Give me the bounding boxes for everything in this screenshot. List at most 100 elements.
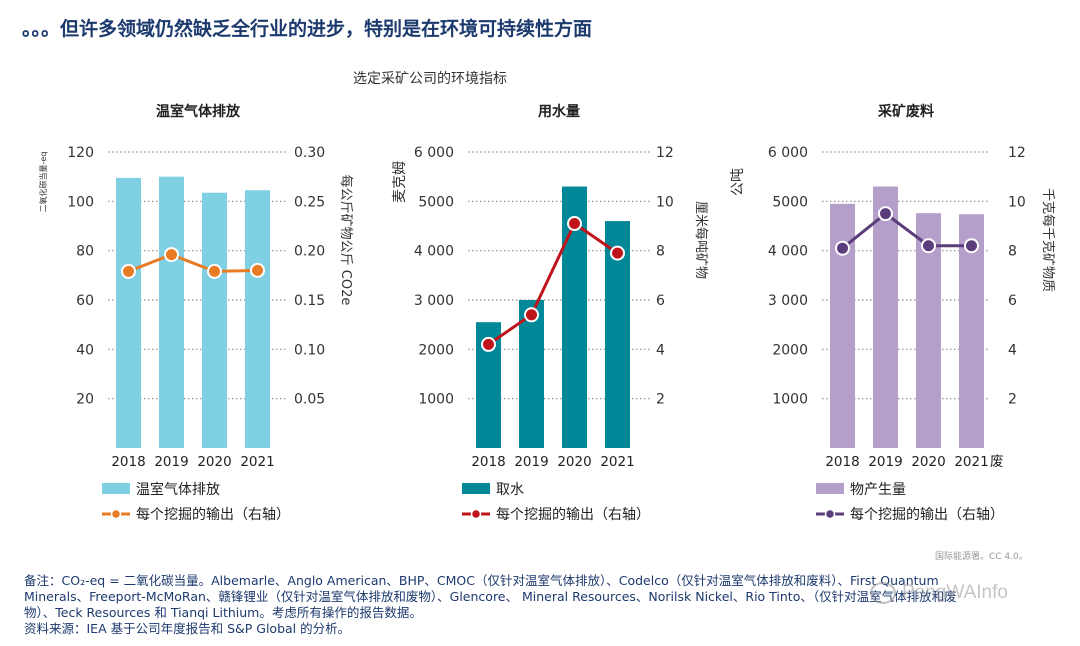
line-point bbox=[121, 263, 136, 279]
line-point bbox=[164, 247, 179, 263]
right-tick-label: 4 bbox=[1008, 342, 1017, 358]
line-point bbox=[921, 238, 936, 254]
legend-bar-label: 温室气体排放 bbox=[136, 481, 220, 498]
bar bbox=[159, 176, 184, 448]
left-tick-label: 120 bbox=[67, 145, 94, 161]
line-point bbox=[567, 216, 582, 232]
note-line: 备注：CO₂-eq = 二氧化碳当量。Albemarle、Anglo Ameri… bbox=[24, 573, 939, 588]
charts-area: 温室气体排放 20 40 60 80 100 120 0.05 0.10 0.15 0.20 0.25… bbox=[38, 103, 1056, 523]
left-tick-label: 3 000 bbox=[768, 293, 808, 309]
right-tick-label: 0.15 bbox=[294, 293, 325, 309]
line-point bbox=[524, 307, 539, 323]
legend-line-marker bbox=[470, 508, 482, 520]
left-tick-label: 5000 bbox=[772, 194, 808, 210]
line-point bbox=[481, 336, 496, 352]
right-tick-label: 0.10 bbox=[294, 342, 325, 358]
left-tick-label: 60 bbox=[76, 293, 94, 309]
right-tick-label: 8 bbox=[1008, 244, 1017, 260]
left-tick-label: 20 bbox=[76, 392, 94, 408]
left-axis-label: 公吨 bbox=[730, 168, 746, 196]
right-tick-label: 0.25 bbox=[294, 194, 325, 210]
x-tick-label: 2021 bbox=[954, 454, 988, 470]
credit-text: 国际能源署。CC 4.0。 bbox=[935, 552, 1028, 562]
legend-line-label: 每个挖掘的输出（右轴） bbox=[850, 507, 1004, 523]
x-tick-label: 2018 bbox=[111, 454, 145, 470]
left-tick-label: 1000 bbox=[772, 392, 808, 408]
right-tick-label: 8 bbox=[656, 244, 665, 260]
page-headline: 。。。但许多领域仍然缺乏全行业的进步，特别是在环境可持续性方面 bbox=[22, 18, 593, 40]
legend-bar-label: 取水 bbox=[496, 482, 524, 498]
bar bbox=[202, 192, 227, 448]
right-tick-label: 6 bbox=[656, 293, 665, 309]
right-tick-label: 2 bbox=[1008, 392, 1017, 408]
x-tick-label: 2019 bbox=[868, 454, 902, 470]
left-tick-label: 6 000 bbox=[768, 145, 808, 161]
bar bbox=[116, 177, 141, 448]
legend-line-label: 每个挖掘的输出（右轴） bbox=[496, 507, 650, 523]
x-tick-label: 2018 bbox=[825, 454, 859, 470]
line-point bbox=[610, 245, 625, 261]
note-line: 物）、Teck Resources 和 Tianqi Lithium。考虑所有操… bbox=[24, 605, 422, 620]
bar bbox=[519, 300, 544, 448]
left-axis-label: 麦克姆 bbox=[392, 161, 408, 203]
right-axis-label: 每公斤矿物公斤 CO2e bbox=[338, 175, 354, 306]
watermark: PengWAInfo bbox=[870, 582, 1008, 604]
series-line bbox=[487, 221, 619, 346]
source-line: 资料来源：IEA 基于公司年度报告和 S&P Global 的分析。 bbox=[24, 621, 351, 636]
right-tick-label: 10 bbox=[1008, 194, 1026, 210]
wechat-logo-icon bbox=[870, 582, 896, 604]
legend-line-marker bbox=[824, 508, 836, 520]
legend-bar-swatch bbox=[102, 483, 130, 494]
watermark-text: PengWAInfo bbox=[902, 582, 1008, 604]
left-tick-label: 2000 bbox=[772, 342, 808, 358]
x-tick-label: 2021 bbox=[600, 454, 634, 470]
right-tick-label: 6 bbox=[1008, 293, 1017, 309]
legend-bar-swatch bbox=[462, 483, 490, 494]
left-tick-label: 5000 bbox=[418, 194, 454, 210]
legend-bar-swatch bbox=[816, 483, 844, 494]
left-tick-label: 40 bbox=[76, 342, 94, 358]
left-tick-label: 1000 bbox=[418, 392, 454, 408]
panel-title: 温室气体排放 bbox=[156, 103, 241, 120]
right-tick-label: 4 bbox=[656, 342, 665, 358]
right-tick-label: 0.05 bbox=[294, 392, 325, 408]
bar bbox=[245, 190, 270, 448]
x-tick-label: 2019 bbox=[154, 454, 188, 470]
right-tick-label: 12 bbox=[656, 145, 674, 161]
right-tick-label: 0.20 bbox=[294, 244, 325, 260]
x-tick-label: 2020 bbox=[557, 454, 591, 470]
right-axis-label: 厘米每吨矿物 bbox=[693, 201, 709, 279]
left-tick-label: 2000 bbox=[418, 342, 454, 358]
figure-subtitle: 选定采矿公司的环境指标 bbox=[353, 71, 507, 87]
panel-title: 采矿废料 bbox=[877, 103, 934, 120]
notes-block: 备注：CO₂-eq = 二氧化碳当量。Albemarle、Anglo Ameri… bbox=[24, 573, 1044, 637]
right-tick-label: 0.30 bbox=[294, 145, 325, 161]
line-point bbox=[835, 240, 850, 256]
line-point bbox=[878, 206, 893, 222]
x-tick-label: 2020 bbox=[197, 454, 231, 470]
legend-line-label: 每个挖掘的输出（右轴） bbox=[136, 507, 290, 523]
right-axis-label: 千克每千克矿物质 bbox=[1040, 188, 1056, 292]
x-tick-label: 2018 bbox=[471, 454, 505, 470]
left-tick-label: 100 bbox=[67, 194, 94, 210]
line-point bbox=[250, 262, 265, 278]
series-line bbox=[127, 253, 258, 273]
left-tick-label: 6 000 bbox=[414, 145, 454, 161]
left-axis-label: 二氧化碳当量-eq bbox=[38, 152, 48, 213]
left-tick-label: 4 000 bbox=[768, 244, 808, 260]
x-tick-label: 2021 bbox=[240, 454, 274, 470]
right-tick-label: 12 bbox=[1008, 145, 1026, 161]
x-tick-label: 2020 bbox=[911, 454, 945, 470]
series-line bbox=[841, 211, 972, 250]
note-line: Minerals、Freeport-McMoRan、赣锋锂业（仅针对温室气体排放… bbox=[24, 589, 957, 604]
left-tick-label: 3 000 bbox=[414, 293, 454, 309]
x-tick-label: 2019 bbox=[514, 454, 548, 470]
legend-bar-label: 物产生量 bbox=[850, 482, 906, 498]
x-suffix-label: 废 bbox=[990, 454, 1004, 470]
left-tick-label: 80 bbox=[76, 244, 94, 260]
legend-line-marker bbox=[110, 508, 122, 520]
right-tick-label: 2 bbox=[656, 392, 665, 408]
left-tick-label: 4 000 bbox=[414, 244, 454, 260]
line-point bbox=[964, 238, 979, 254]
panel-title: 用水量 bbox=[538, 103, 580, 120]
